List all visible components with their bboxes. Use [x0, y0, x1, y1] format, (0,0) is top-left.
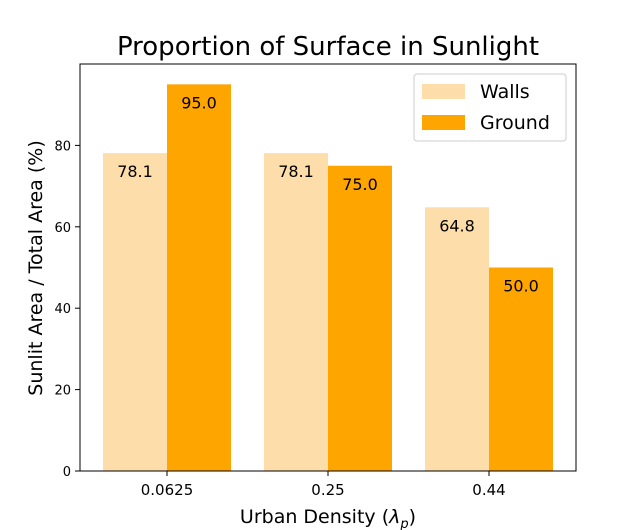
y-tick-label: 40	[54, 302, 71, 317]
y-tick-label: 0	[63, 465, 71, 480]
x-axis-label-text: Urban Density (	[240, 506, 389, 528]
bar-walls-2	[264, 153, 328, 471]
legend-swatch-walls	[422, 84, 465, 99]
y-tick-label: 80	[54, 139, 71, 154]
bar-walls-1	[103, 153, 167, 471]
bar-walls-3	[425, 207, 489, 471]
x-axis-ticks: 0.0625 0.25 0.44	[141, 471, 506, 499]
x-axis-label-close: )	[409, 506, 416, 528]
data-label-walls-3: 64.8	[439, 216, 475, 235]
x-axis-label: Urban Density (λp)	[240, 506, 416, 530]
bar-ground-1	[167, 84, 231, 471]
legend-swatch-ground	[422, 115, 465, 130]
data-label-ground-2: 75.0	[342, 175, 378, 194]
bars-group	[103, 84, 553, 471]
legend-label-ground: Ground	[480, 112, 550, 134]
x-tick-label: 0.0625	[141, 481, 194, 499]
y-axis-ticks: 0 20 40 60 80	[54, 139, 80, 480]
legend: Walls Ground	[413, 73, 567, 142]
plot-frame	[79, 63, 577, 472]
legend-label-walls: Walls	[480, 81, 530, 103]
y-tick-label: 20	[54, 384, 71, 399]
x-axis-label-subscript: p	[399, 517, 408, 530]
bar-ground-2	[328, 165, 392, 471]
data-label-ground-1: 95.0	[181, 93, 217, 112]
x-axis-label-symbol: λ	[388, 506, 400, 528]
data-label-walls-2: 78.1	[278, 162, 314, 181]
y-axis-label: Sunlit Area / Total Area (%)	[25, 140, 47, 395]
chart-title: Proportion of Surface in Sunlight	[117, 32, 539, 62]
x-tick-label: 0.25	[311, 481, 344, 499]
y-tick-label: 60	[54, 221, 71, 236]
data-label-walls-1: 78.1	[117, 162, 153, 181]
x-tick-label: 0.44	[472, 481, 505, 499]
data-label-ground-3: 50.0	[503, 277, 539, 296]
bar-labels-group: 78.1 78.1 64.8 95.0 75.0 50.0	[117, 93, 539, 295]
bar-ground-3	[489, 267, 553, 471]
